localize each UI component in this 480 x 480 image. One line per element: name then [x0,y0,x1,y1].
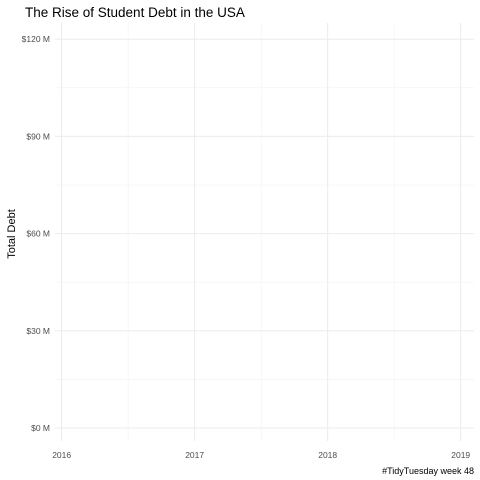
x-tick-label: 2016 [52,450,71,460]
x-tick-label: 2017 [185,450,204,460]
chart-title: The Rise of Student Debt in the USA [25,5,245,20]
y-axis-label: Total Debt [6,209,18,259]
chart-caption: #TidyTuesday week 48 [382,466,474,476]
y-tick-label: $30 M [26,326,50,336]
x-tick-label: 2019 [451,450,470,460]
y-tick-label: $0 M [31,423,50,433]
y-axis-ticks: $0 M $30 M $60 M $90 M $120 M [22,34,50,433]
y-tick-label: $60 M [26,229,50,239]
y-tick-label: $90 M [26,131,50,141]
x-tick-label: 2018 [318,450,337,460]
y-tick-label: $120 M [22,34,50,44]
x-axis-ticks: 2016 2017 2018 2019 [52,450,470,460]
grid-lines [55,23,474,441]
